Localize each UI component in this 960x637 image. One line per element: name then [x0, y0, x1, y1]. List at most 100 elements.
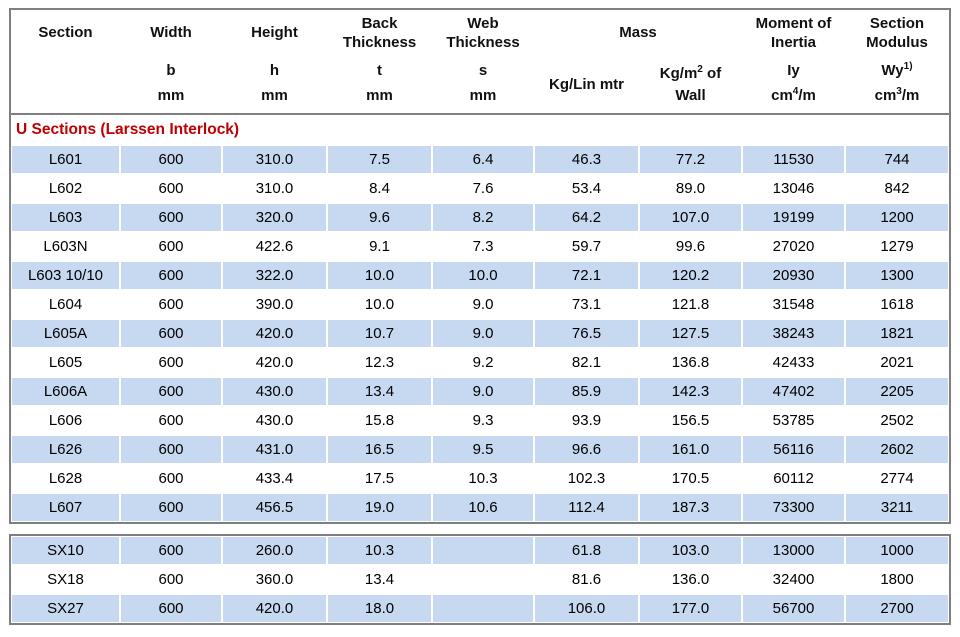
table-row: L628 600 433.4 17.5 10.3 102.3 170.5 601… — [11, 464, 949, 493]
cell-width: 600 — [120, 493, 222, 522]
cell-modulus: 1800 — [845, 565, 949, 594]
mass-wall-line1: Kg/m2 of — [659, 63, 722, 82]
cell-web-thickness: 9.5 — [432, 435, 534, 464]
cell-height: 260.0 — [222, 536, 327, 565]
cell-section: L605A — [11, 319, 120, 348]
cell-inertia: 56700 — [742, 594, 845, 623]
sx-sections-table: SX10 600 260.0 10.3 61.8 103.0 13000 100… — [9, 534, 951, 625]
cell-inertia: 20930 — [742, 261, 845, 290]
col-title-width: Width — [150, 24, 192, 42]
cell-section: L603 — [11, 203, 120, 232]
cell-section: L603N — [11, 232, 120, 261]
cell-modulus: 1200 — [845, 203, 949, 232]
cell-modulus: 1279 — [845, 232, 949, 261]
symbol-web-s: s — [478, 62, 488, 80]
table-row: L606A 600 430.0 13.4 9.0 85.9 142.3 4740… — [11, 377, 949, 406]
cell-height: 360.0 — [222, 565, 327, 594]
cell-section: L606 — [11, 406, 120, 435]
cell-modulus: 2021 — [845, 348, 949, 377]
cell-mass-wall: 103.0 — [639, 536, 742, 565]
cell-width: 600 — [120, 145, 222, 174]
cell-mass-linear: 102.3 — [534, 464, 639, 493]
cell-back-thickness: 7.5 — [327, 145, 432, 174]
cell-back-thickness: 10.0 — [327, 290, 432, 319]
cell-back-thickness: 17.5 — [327, 464, 432, 493]
symbol-modulus-wy: Wy1) — [881, 61, 913, 80]
cell-mass-wall: 136.8 — [639, 348, 742, 377]
cell-web-thickness: 9.0 — [432, 319, 534, 348]
cell-section: L601 — [11, 145, 120, 174]
table-row: SX10 600 260.0 10.3 61.8 103.0 13000 100… — [11, 536, 949, 565]
cell-web-thickness: 10.0 — [432, 261, 534, 290]
cell-back-thickness: 10.3 — [327, 536, 432, 565]
cell-height: 431.0 — [222, 435, 327, 464]
symbol-height-h: h — [269, 62, 280, 80]
cell-mass-linear: 96.6 — [534, 435, 639, 464]
cell-inertia: 47402 — [742, 377, 845, 406]
cell-modulus: 2700 — [845, 594, 949, 623]
cell-modulus: 2602 — [845, 435, 949, 464]
cell-modulus: 744 — [845, 145, 949, 174]
cell-inertia: 11530 — [742, 145, 845, 174]
cell-back-thickness: 10.0 — [327, 261, 432, 290]
col-title-section: Section — [38, 24, 93, 42]
col-title-height: Height — [251, 24, 298, 42]
cell-inertia: 60112 — [742, 464, 845, 493]
cell-mass-linear: 61.8 — [534, 536, 639, 565]
cell-section: SX18 — [11, 565, 120, 594]
cell-mass-linear: 76.5 — [534, 319, 639, 348]
cell-mass-linear: 85.9 — [534, 377, 639, 406]
mass-wall-line2: Wall — [675, 86, 706, 104]
cell-mass-wall: 187.3 — [639, 493, 742, 522]
cell-web-thickness: 8.2 — [432, 203, 534, 232]
cell-height: 456.5 — [222, 493, 327, 522]
cell-inertia: 31548 — [742, 290, 845, 319]
cell-mass-wall: 127.5 — [639, 319, 742, 348]
cell-back-thickness: 19.0 — [327, 493, 432, 522]
sections-table: Section Width Height Back Thickness Web … — [9, 8, 951, 524]
table-row: L626 600 431.0 16.5 9.5 96.6 161.0 56116… — [11, 435, 949, 464]
table-row: L607 600 456.5 19.0 10.6 112.4 187.3 733… — [11, 493, 949, 522]
cell-inertia: 27020 — [742, 232, 845, 261]
cell-height: 420.0 — [222, 594, 327, 623]
col-title-back-thickness: Back Thickness — [342, 14, 417, 52]
symbol-inertia-iy: Iy — [787, 62, 800, 80]
cell-section: L602 — [11, 174, 120, 203]
cell-web-thickness: 7.3 — [432, 232, 534, 261]
cell-back-thickness: 12.3 — [327, 348, 432, 377]
cell-inertia: 13000 — [742, 536, 845, 565]
cell-mass-wall: 156.5 — [639, 406, 742, 435]
table-row: L603 10/10 600 322.0 10.0 10.0 72.1 120.… — [11, 261, 949, 290]
table-row: L601 600 310.0 7.5 6.4 46.3 77.2 11530 7… — [11, 145, 949, 174]
cell-back-thickness: 13.4 — [327, 565, 432, 594]
cell-back-thickness: 13.4 — [327, 377, 432, 406]
cell-web-thickness: 7.6 — [432, 174, 534, 203]
cell-height: 310.0 — [222, 174, 327, 203]
cell-mass-linear: 73.1 — [534, 290, 639, 319]
section-group-title: U Sections (Larssen Interlock) — [11, 115, 949, 145]
cell-mass-linear: 112.4 — [534, 493, 639, 522]
cell-section: L607 — [11, 493, 120, 522]
unit-inertia-cm4m: cm4/m — [771, 86, 816, 105]
cell-web-thickness: 9.0 — [432, 377, 534, 406]
col-title-moment-of-inertia: Moment of Inertia — [755, 14, 832, 52]
cell-modulus: 1821 — [845, 319, 949, 348]
cell-section: L604 — [11, 290, 120, 319]
col-title-web-thickness: Web Thickness — [446, 14, 520, 52]
cell-back-thickness: 9.1 — [327, 232, 432, 261]
cell-mass-linear: 64.2 — [534, 203, 639, 232]
sx-sections-rows: SX10 600 260.0 10.3 61.8 103.0 13000 100… — [11, 536, 949, 623]
u-sections-rows: L601 600 310.0 7.5 6.4 46.3 77.2 11530 7… — [11, 145, 949, 522]
cell-mass-linear: 81.6 — [534, 565, 639, 594]
cell-mass-wall: 170.5 — [639, 464, 742, 493]
cell-back-thickness: 15.8 — [327, 406, 432, 435]
table-row: SX18 600 360.0 13.4 81.6 136.0 32400 180… — [11, 565, 949, 594]
cell-inertia: 38243 — [742, 319, 845, 348]
cell-mass-wall: 99.6 — [639, 232, 742, 261]
table-row: L606 600 430.0 15.8 9.3 93.9 156.5 53785… — [11, 406, 949, 435]
cell-web-thickness — [432, 594, 534, 623]
cell-mass-wall: 121.8 — [639, 290, 742, 319]
cell-web-thickness: 10.3 — [432, 464, 534, 493]
cell-width: 600 — [120, 348, 222, 377]
